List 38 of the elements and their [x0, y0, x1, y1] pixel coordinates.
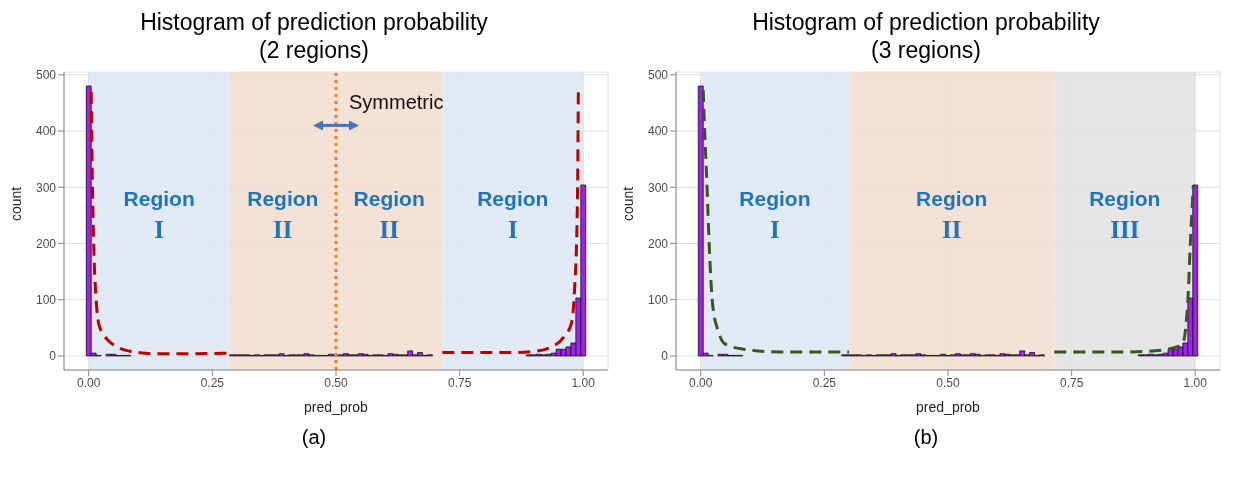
x-tick-label: 1.00	[571, 375, 596, 390]
x-tick-label: 0.25	[200, 375, 225, 390]
band-label: Region II	[916, 187, 988, 244]
y-tick-label: 300	[647, 180, 669, 195]
band-label: Region I	[123, 187, 195, 244]
annotation: Symmetric	[349, 91, 444, 114]
text: (a)	[300, 426, 328, 449]
y-tick-label: 0	[49, 349, 57, 364]
y-axis-title: count	[7, 186, 24, 221]
text: (b)	[912, 426, 940, 449]
x-tick-label: 0.50	[324, 375, 348, 390]
x-axis-title: pred_prob	[304, 399, 369, 415]
y-tick-label: 100	[35, 292, 57, 307]
y-tick-label: 400	[35, 124, 57, 139]
y-tick-label: 100	[647, 292, 669, 307]
y-tick-label: 0	[661, 349, 669, 364]
x-tick-label: 0.25	[812, 375, 837, 390]
y-tick-label: 400	[647, 124, 669, 139]
band-label: Region II	[353, 187, 425, 244]
y-tick-label: 300	[35, 180, 57, 195]
band-label: Region II	[247, 187, 319, 244]
band-label: Region I	[739, 187, 811, 244]
y-tick-label: 200	[647, 236, 669, 251]
x-tick-label: 1.00	[1183, 375, 1208, 390]
y-tick-label: 200	[35, 236, 57, 251]
chart-title: Histogram of prediction probability (3 regions)	[751, 8, 1101, 64]
y-tick-label: 500	[647, 68, 669, 83]
x-tick-label: 0.75	[447, 375, 472, 390]
chart-title: Histogram of prediction probability (2 regions)	[139, 8, 489, 64]
x-tick-label: 0.75	[1059, 375, 1084, 390]
band-label: Region I	[477, 187, 549, 244]
y-tick-label: 500	[35, 68, 57, 83]
y-axis-title: count	[619, 186, 636, 221]
x-axis-title: pred_prob	[916, 399, 981, 415]
x-tick-label: 0.50	[936, 375, 960, 390]
x-tick-label: 0.00	[689, 375, 713, 390]
band-label: Region III	[1089, 187, 1161, 244]
x-tick-label: 0.00	[77, 375, 101, 390]
